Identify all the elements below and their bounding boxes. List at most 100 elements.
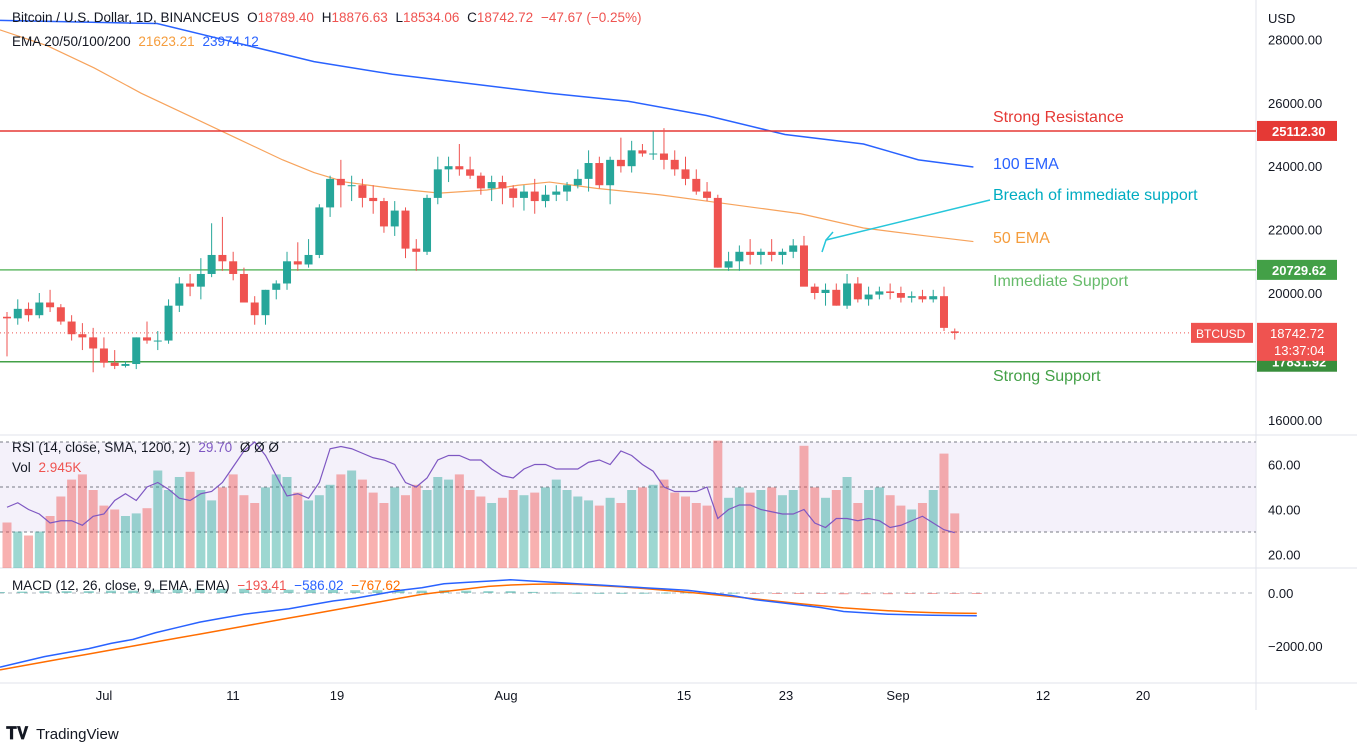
candle-body — [379, 201, 388, 227]
ema100-value: 23974.12 — [202, 34, 259, 49]
vol-label: Vol — [12, 460, 31, 475]
candle-body — [164, 305, 173, 341]
rsi-tick-label: 20.00 — [1268, 548, 1301, 563]
ohlc-open: O18789.40 — [247, 10, 314, 25]
volume-bar — [659, 479, 669, 568]
volume-bar — [422, 490, 432, 568]
macd-histogram-bar — [883, 593, 893, 595]
volume-bar — [799, 445, 809, 568]
price-tick-label: 26000.00 — [1268, 96, 1322, 111]
volume-bar — [88, 490, 98, 568]
candle-body — [509, 188, 518, 198]
price-tick-label: 16000.00 — [1268, 413, 1322, 428]
candle-body — [186, 283, 195, 287]
macd-histogram-bar — [838, 593, 849, 595]
volume-bar — [939, 453, 949, 568]
x-axis-label: 11 — [226, 688, 240, 703]
candle-body — [99, 348, 108, 363]
candle-body — [455, 166, 464, 170]
volume-bar — [185, 471, 195, 568]
volume-bar — [153, 470, 163, 568]
currency-label: USD — [1268, 11, 1295, 26]
x-axis-label: 15 — [677, 688, 691, 703]
volume-bar — [357, 479, 367, 568]
volume-bar — [411, 484, 421, 568]
macd-histogram-bar — [83, 591, 94, 593]
candle-body — [153, 340, 162, 342]
candle-body — [390, 210, 399, 227]
volume-bar — [670, 492, 680, 568]
candle-body — [326, 178, 335, 208]
volume-bar — [77, 474, 87, 568]
candle-body — [261, 289, 270, 316]
immediate-support-badge: 20729.62 — [1272, 263, 1326, 278]
volume-bar — [777, 495, 787, 568]
volume-bar — [497, 497, 507, 568]
volume-bar — [950, 513, 960, 568]
macd-histogram-bar — [594, 592, 605, 594]
volume-bar — [681, 496, 691, 568]
candle-body — [304, 254, 313, 265]
rsi-legend: RSI (14, close, SMA, 1200, 2) 29.70 Ø Ø … — [12, 440, 283, 455]
macd-histogram-bar — [150, 589, 161, 593]
macd-histogram-bar — [727, 592, 738, 594]
ohlc-close: C18742.72 — [467, 10, 534, 25]
immediate-support-badge-bg — [1257, 259, 1337, 280]
rsi-line — [6, 441, 955, 534]
macd-histogram-bar — [261, 589, 272, 593]
volume-bar — [648, 484, 658, 568]
rsi-extras: Ø Ø Ø — [239, 440, 279, 455]
macd-histogram-bar — [283, 589, 294, 593]
volume-bar — [551, 479, 561, 568]
volume-bar — [454, 474, 464, 568]
ema50-value: 21623.21 — [138, 34, 195, 49]
volume-bar — [756, 490, 766, 568]
candle-body — [627, 150, 636, 167]
macd-histogram-bar — [172, 589, 183, 593]
candle-body — [239, 273, 248, 303]
ohlc-low: L18534.06 — [395, 10, 460, 25]
macd-histogram-bar — [461, 590, 472, 593]
volume-bar — [45, 516, 55, 568]
candle-body — [369, 197, 378, 202]
macd-histogram-bar — [0, 592, 5, 594]
volume-bar — [325, 484, 335, 568]
candle-body — [681, 169, 690, 179]
signal-line-value: −767.62 — [351, 578, 401, 593]
candle-body — [272, 283, 281, 290]
symbol-title: Bitcoin / U.S. Dollar, 1D, BINANCEUS — [12, 10, 240, 25]
rsi-label: RSI (14, close, SMA, 1200, 2) — [12, 440, 191, 455]
candle-body — [843, 283, 852, 306]
volume-bar — [110, 509, 120, 568]
macd-histogram-bar — [971, 593, 982, 594]
candle-body — [638, 150, 647, 154]
volume-bar — [314, 495, 324, 568]
candle-body — [799, 245, 808, 287]
volume-bar — [562, 490, 572, 568]
macd-histogram-bar — [350, 590, 361, 593]
candle-body — [950, 331, 959, 333]
volume-bar — [250, 503, 260, 568]
candle-body — [78, 334, 87, 338]
candle-body — [89, 337, 98, 349]
footer-brand[interactable]: 𝐓𝐕 TradingView — [6, 724, 119, 744]
volume-bar — [928, 490, 938, 568]
macd-line-value: −586.02 — [294, 578, 344, 593]
candle-body — [541, 194, 550, 202]
candle-body — [606, 159, 615, 186]
macd-tick-label: 0.00 — [1268, 586, 1293, 601]
volume-bar — [573, 496, 583, 568]
volume-bar — [142, 508, 152, 568]
candle-body — [132, 337, 141, 365]
tradingview-logo-icon: 𝐓𝐕 — [6, 724, 29, 743]
volume-bar — [13, 531, 23, 568]
candle-body — [584, 163, 593, 179]
breach-trendline — [825, 199, 991, 241]
candle-body — [886, 291, 895, 293]
annotation-50-ema: 50 EMA — [993, 230, 1050, 247]
macd-histogram-bar — [372, 590, 383, 593]
x-axis-label: 19 — [330, 688, 344, 703]
macd-histogram-bar — [416, 590, 427, 593]
volume-bar — [487, 503, 497, 568]
